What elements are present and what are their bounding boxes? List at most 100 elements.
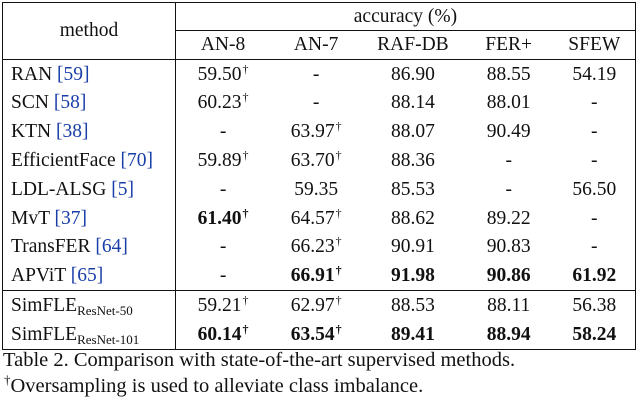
method-name: TransFER [11, 236, 91, 258]
dagger-mark: † [242, 321, 249, 336]
method-backbone: ResNet-101 [77, 331, 140, 347]
table-cell: 88.55 [464, 60, 554, 89]
cell-value: 66.91 [290, 265, 335, 287]
cell-value: 90.83 [486, 236, 531, 258]
dagger-mark: † [335, 119, 342, 134]
citation-number: 59 [63, 63, 84, 85]
cell-value: 88.94 [486, 323, 531, 345]
ours-rows: SimFLEResNet-50 59.21† 62.97† 88.53 88.11 56.… [2, 290, 636, 350]
method-name: MvT [11, 207, 50, 229]
cell-value: 63.97 [290, 121, 335, 143]
table-cell: 89.41 [362, 320, 464, 350]
table-cell: 58.24 [553, 320, 636, 350]
citation-number: 38 [62, 121, 82, 143]
cell-value: 88.53 [390, 295, 435, 317]
cell-value: - [219, 178, 227, 200]
table-cell: 54.19 [553, 59, 636, 89]
cell-value: 88.62 [390, 207, 435, 229]
method-cell: TransFER [64] [2, 232, 176, 262]
method-header: method [2, 2, 176, 60]
cell-value: - [219, 121, 227, 143]
cell-value: 90.49 [486, 121, 531, 143]
table-cell: 59.89† [175, 146, 270, 175]
citation: [65] [70, 265, 104, 287]
cell-value: 90.91 [390, 236, 435, 258]
table-cell: 90.83 [464, 233, 554, 262]
table-cell: 90.86 [463, 261, 554, 292]
table-row: RAN [59] 59.50† - 86.90 88.55 54.19 [2, 59, 636, 89]
cell-value: 54.19 [572, 63, 617, 85]
cell-value: - [591, 92, 598, 114]
method-backbone: ResNet-50 [77, 303, 133, 319]
table-cell: - [270, 60, 362, 89]
method-cell: SimFLEResNet-50 [2, 290, 176, 321]
cell-value: 59.35 [294, 178, 339, 200]
cell-value: 61.92 [572, 265, 617, 287]
dagger-mark: † [335, 321, 342, 336]
citation: [58] [53, 92, 87, 114]
table-cell: - [175, 233, 270, 262]
cell-value: - [505, 178, 512, 200]
citation: [64] [95, 236, 128, 258]
citation-number: 65 [77, 265, 97, 287]
method-cell: RAN [59] [2, 59, 176, 89]
table-row: SimFLEResNet-101 60.14† 63.54† 89.41 88.94 58… [2, 320, 636, 350]
table-cell: 88.11 [463, 290, 554, 321]
table-row: MvT [37] 61.40† 64.57† 88.62 89.22- [2, 203, 636, 233]
table-cell: 85.53 [362, 175, 464, 204]
column-header-rafdb: RAF-DB [362, 30, 464, 60]
table-cell: - [553, 88, 636, 118]
table-cell: 63.54† [270, 320, 363, 350]
cell-value: - [591, 207, 598, 229]
cell-value: 56.50 [572, 178, 617, 200]
cell-value: 86.90 [390, 63, 435, 85]
cell-value: 56.38 [572, 295, 617, 317]
table-cell: 90.49 [464, 118, 554, 147]
table-row: SCN [58] 60.23† -88.14 88.01- [2, 88, 636, 118]
table-row: SimFLEResNet-50 59.21† 62.97† 88.53 88.11 56.… [2, 290, 636, 321]
citation: [38] [55, 121, 89, 143]
table-cell: 91.98 [362, 261, 464, 292]
citation-number: 58 [60, 92, 80, 114]
method-name: SimFLE [11, 323, 78, 345]
table-cell: 56.38 [553, 290, 636, 321]
table-cell: 88.36 [362, 146, 464, 175]
cell-value: - [312, 63, 320, 85]
table-cell: 89.22 [464, 204, 554, 233]
method-cell: LDL-ALSG [5] [2, 175, 176, 204]
sota-rows: RAN [59] 59.50† -86.90 88.55 54.19 SCN [58] 60… [2, 59, 636, 292]
table-cell: - [553, 232, 636, 262]
cell-value: 91.98 [390, 265, 435, 287]
table-row: EfficientFace [70] 59.89† 63.70† 88.36- - [2, 146, 636, 176]
table-cell: - [175, 175, 270, 204]
method-name: EfficientFace [11, 150, 116, 172]
dagger-mark: † [335, 205, 342, 220]
cell-value: 88.36 [390, 150, 435, 172]
cell-value: 89.41 [390, 323, 435, 345]
cell-value: - [505, 150, 512, 172]
citation-number: 5 [117, 178, 128, 200]
dagger-mark: † [335, 293, 342, 308]
cell-value: 66.23 [290, 236, 335, 258]
method-cell: APViT [65] [2, 261, 176, 292]
cell-value: 58.24 [572, 323, 617, 345]
table-cell: 59.50† [175, 60, 270, 89]
method-name: SCN [11, 92, 49, 114]
column-header-ferplus: FER+ [463, 30, 554, 60]
table-cell: 88.53 [362, 290, 464, 321]
cell-value: 59.21 [197, 295, 242, 317]
cell-value: 59.89 [197, 150, 242, 172]
caption-footnote: Oversampling is used to alleviate class … [10, 375, 424, 397]
table-cell: 61.40† [175, 204, 270, 233]
table-cell: 63.97† [270, 118, 362, 147]
citation-number: 64 [101, 236, 122, 258]
citation: [5] [111, 178, 134, 200]
dagger-mark: † [242, 90, 249, 105]
table-cell: - [553, 146, 636, 176]
table-row: APViT [65] - 66.91† 91.98 90.86 61.92 [2, 261, 636, 292]
citation: [70] [120, 150, 154, 172]
cell-value: 89.22 [486, 207, 531, 229]
citation-number: 37 [61, 207, 81, 229]
table-cell: - [175, 118, 270, 147]
table-cell: - [553, 203, 636, 233]
